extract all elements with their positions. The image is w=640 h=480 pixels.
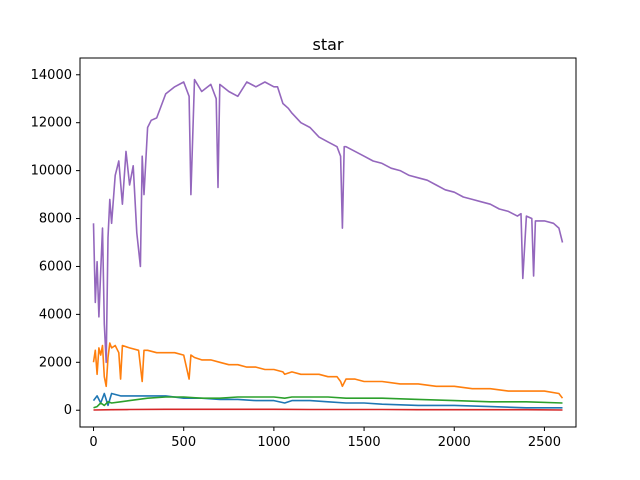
plot-frame — [79, 57, 577, 428]
y-tick-label: 14000 — [31, 68, 72, 83]
x-tick-label: 2000 — [438, 435, 471, 450]
series-line-0 — [92, 78, 564, 364]
series-line-4 — [93, 408, 563, 411]
chart-title: star — [313, 35, 344, 54]
x-tick-label: 500 — [171, 435, 196, 450]
series-line-3 — [93, 396, 563, 409]
y-tick-label: 2000 — [39, 355, 72, 370]
x-tick-label: 2500 — [528, 435, 561, 450]
plot-area — [92, 78, 564, 411]
y-tick-label: 4000 — [39, 307, 72, 322]
x-tick-label: 1000 — [257, 435, 290, 450]
x-tick-label: 0 — [89, 435, 97, 450]
y-tick-label: 0 — [64, 403, 72, 418]
axis-ticks: 0 500 1000 1500 2000 2500 0 2000 4000 6000 8000 100… — [31, 68, 561, 450]
y-tick-label: 6000 — [39, 259, 72, 274]
series-line-1 — [92, 342, 564, 399]
y-tick-label: 8000 — [39, 212, 72, 227]
y-tick-label: 10000 — [31, 164, 72, 179]
y-tick-label: 12000 — [31, 116, 72, 131]
x-tick-label: 1500 — [348, 435, 381, 450]
series-line-2 — [92, 392, 563, 409]
